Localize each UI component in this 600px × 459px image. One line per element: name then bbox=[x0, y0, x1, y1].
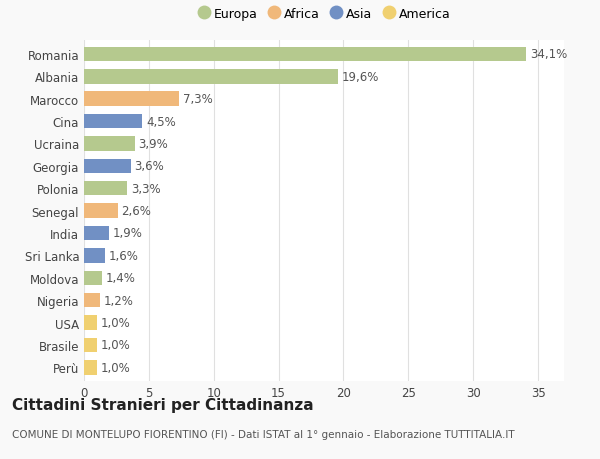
Text: COMUNE DI MONTELUPO FIORENTINO (FI) - Dati ISTAT al 1° gennaio - Elaborazione TU: COMUNE DI MONTELUPO FIORENTINO (FI) - Da… bbox=[12, 429, 515, 439]
Bar bbox=[84, 137, 134, 151]
Bar bbox=[84, 181, 127, 196]
Text: 7,3%: 7,3% bbox=[182, 93, 212, 106]
Bar bbox=[84, 293, 100, 308]
Text: 1,0%: 1,0% bbox=[101, 316, 131, 330]
Bar bbox=[84, 338, 97, 353]
Text: 1,2%: 1,2% bbox=[103, 294, 133, 307]
Text: 1,0%: 1,0% bbox=[101, 361, 131, 374]
Text: 1,4%: 1,4% bbox=[106, 272, 136, 285]
Bar bbox=[84, 159, 131, 174]
Bar bbox=[84, 70, 338, 84]
Text: Cittadini Stranieri per Cittadinanza: Cittadini Stranieri per Cittadinanza bbox=[12, 397, 314, 412]
Bar bbox=[84, 226, 109, 241]
Bar bbox=[84, 249, 105, 263]
Text: 3,9%: 3,9% bbox=[139, 138, 168, 151]
Text: 1,0%: 1,0% bbox=[101, 339, 131, 352]
Text: 1,9%: 1,9% bbox=[113, 227, 142, 240]
Bar bbox=[84, 114, 142, 129]
Text: 2,6%: 2,6% bbox=[122, 205, 151, 218]
Text: 34,1%: 34,1% bbox=[530, 48, 568, 61]
Bar bbox=[84, 316, 97, 330]
Bar bbox=[84, 47, 526, 62]
Text: 4,5%: 4,5% bbox=[146, 115, 176, 128]
Legend: Europa, Africa, Asia, America: Europa, Africa, Asia, America bbox=[193, 3, 455, 26]
Bar bbox=[84, 271, 102, 285]
Bar bbox=[84, 360, 97, 375]
Bar bbox=[84, 204, 118, 218]
Text: 3,6%: 3,6% bbox=[134, 160, 164, 173]
Text: 3,3%: 3,3% bbox=[131, 182, 160, 195]
Bar bbox=[84, 92, 179, 106]
Text: 1,6%: 1,6% bbox=[109, 249, 139, 262]
Text: 19,6%: 19,6% bbox=[342, 71, 380, 84]
